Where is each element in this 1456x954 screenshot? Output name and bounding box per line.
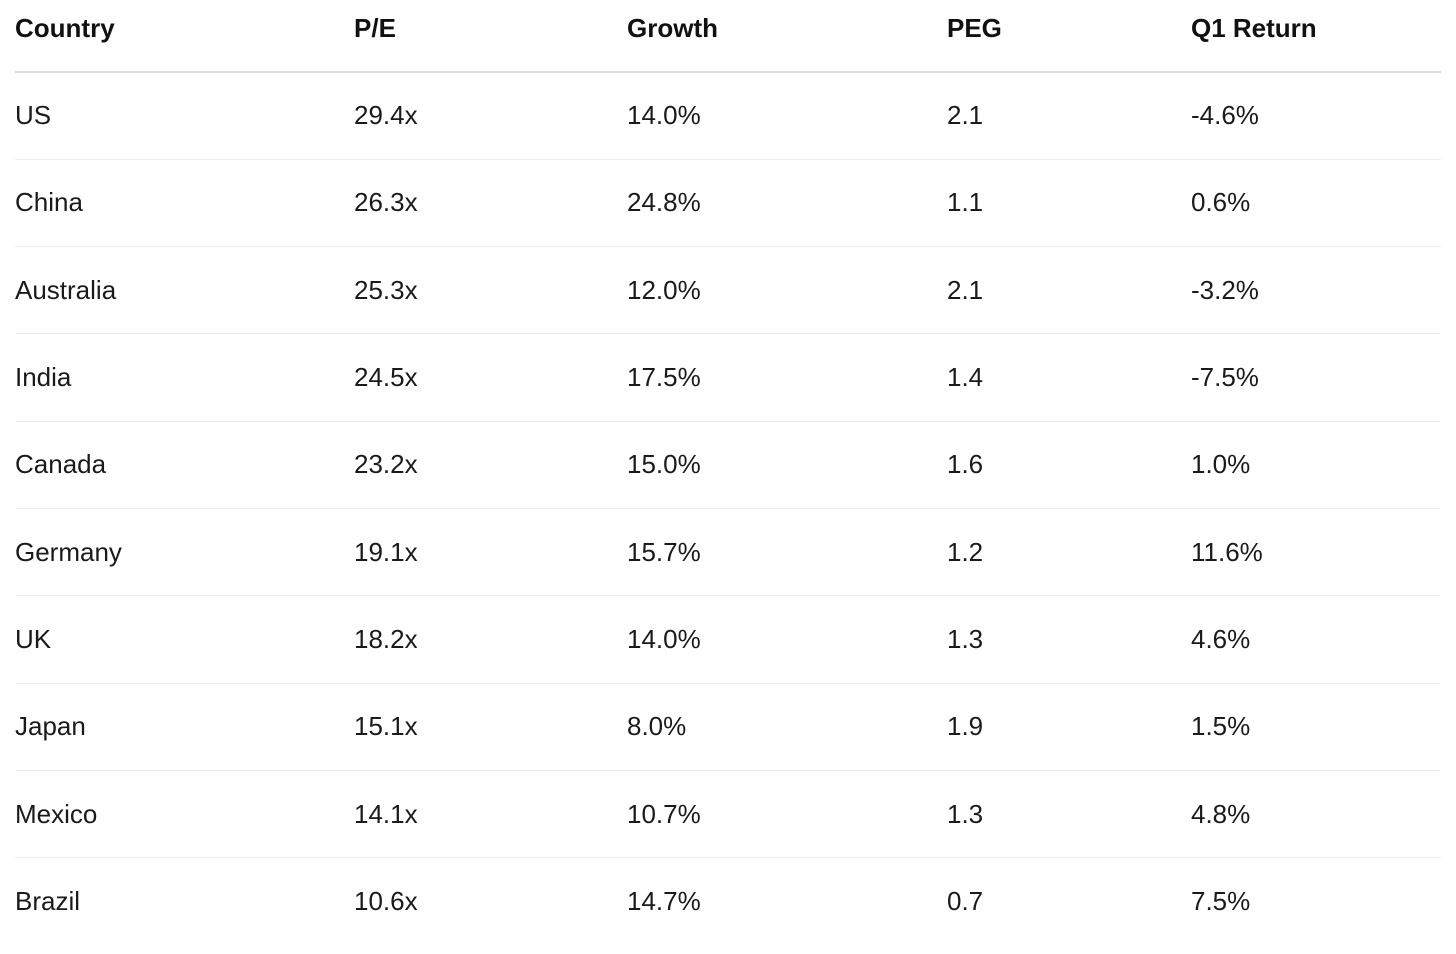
column-header-peg: PEG: [947, 0, 1191, 73]
cell-pe: 19.1x: [354, 536, 418, 567]
cell-country: Japan: [15, 711, 86, 742]
cell-pe: 15.1x: [354, 711, 418, 742]
cell-q1-return: 1.5%: [1191, 711, 1251, 742]
cell-growth: 15.7%: [627, 536, 701, 567]
cell-peg: 1.3: [947, 798, 984, 829]
cell-peg: 2.1: [947, 274, 984, 305]
cell-pe: 14.1x: [354, 798, 418, 829]
cell-pe: 18.2x: [354, 623, 418, 654]
cell-growth: 10.7%: [627, 798, 701, 829]
cell-peg: 1.1: [947, 187, 984, 218]
table-row: Germany 19.1x 15.7% 1.2 11.6%: [15, 508, 1441, 596]
cell-pe: 26.3x: [354, 187, 418, 218]
cell-pe: 25.3x: [354, 274, 418, 305]
cell-q1-return: 1.0%: [1191, 449, 1251, 480]
cell-q1-return: 4.6%: [1191, 623, 1251, 654]
cell-growth: 12.0%: [627, 274, 701, 305]
cell-peg: 1.3: [947, 623, 984, 654]
cell-peg: 1.9: [947, 711, 984, 742]
cell-q1-return: -7.5%: [1191, 362, 1259, 393]
cell-pe: 23.2x: [354, 449, 418, 480]
cell-pe: 24.5x: [354, 362, 418, 393]
cell-peg: 0.7: [947, 886, 984, 917]
cell-country: Germany: [15, 536, 122, 567]
table-row: Australia 25.3x 12.0% 2.1 -3.2%: [15, 247, 1441, 334]
cell-country: Mexico: [15, 798, 98, 829]
cell-country: UK: [15, 623, 52, 654]
cell-country: China: [15, 187, 83, 218]
cell-country: India: [15, 362, 72, 393]
valuation-table: Country P/E Growth PEG Q1 Return US 29.4…: [15, 0, 1441, 945]
column-header-country: Country: [15, 0, 354, 73]
table-header: Country P/E Growth PEG Q1 Return: [15, 0, 1441, 73]
table-row: UK 18.2x 14.0% 1.3 4.6%: [15, 596, 1441, 684]
table-row: Brazil 10.6x 14.7% 0.7 7.5%: [15, 858, 1441, 945]
cell-growth: 17.5%: [627, 362, 701, 393]
cell-peg: 1.6: [947, 449, 984, 480]
table-row: India 24.5x 17.5% 1.4 -7.5%: [15, 334, 1441, 422]
cell-q1-return: 0.6%: [1191, 187, 1251, 218]
cell-growth: 15.0%: [627, 449, 701, 480]
cell-q1-return: 11.6%: [1191, 536, 1263, 567]
cell-q1-return: -4.6%: [1191, 100, 1259, 131]
column-header-pe: P/E: [354, 0, 627, 73]
cell-growth: 14.0%: [627, 623, 701, 654]
cell-peg: 1.2: [947, 536, 984, 567]
cell-growth: 24.8%: [627, 187, 701, 218]
cell-growth: 8.0%: [627, 711, 687, 742]
cell-pe: 10.6x: [354, 886, 418, 917]
cell-pe: 29.4x: [354, 100, 418, 131]
cell-growth: 14.7%: [627, 886, 701, 917]
cell-country: Australia: [15, 274, 117, 305]
cell-growth: 14.0%: [627, 100, 701, 131]
table-row: Japan 15.1x 8.0% 1.9 1.5%: [15, 683, 1441, 771]
cell-country: US: [15, 100, 52, 131]
cell-q1-return: -3.2%: [1191, 274, 1259, 305]
table-body: US 29.4x 14.0% 2.1 -4.6% China 26.3x 24.…: [15, 72, 1441, 945]
column-header-growth: Growth: [627, 0, 947, 73]
table-row: Mexico 14.1x 10.7% 1.3 4.8%: [15, 770, 1441, 858]
cell-country: Brazil: [15, 886, 81, 917]
cell-peg: 2.1: [947, 100, 984, 131]
valuation-table-container: Country P/E Growth PEG Q1 Return US 29.4…: [15, 0, 1441, 945]
cell-q1-return: 7.5%: [1191, 886, 1251, 917]
cell-peg: 1.4: [947, 362, 984, 393]
table-row: Canada 23.2x 15.0% 1.6 1.0%: [15, 421, 1441, 509]
column-header-q1-return: Q1 Return: [1191, 0, 1441, 73]
cell-country: Canada: [15, 449, 107, 480]
table-row: US 29.4x 14.0% 2.1 -4.6%: [15, 72, 1441, 160]
cell-q1-return: 4.8%: [1191, 798, 1251, 829]
header-row: Country P/E Growth PEG Q1 Return: [15, 0, 1441, 73]
table-row: China 26.3x 24.8% 1.1 0.6%: [15, 159, 1441, 247]
